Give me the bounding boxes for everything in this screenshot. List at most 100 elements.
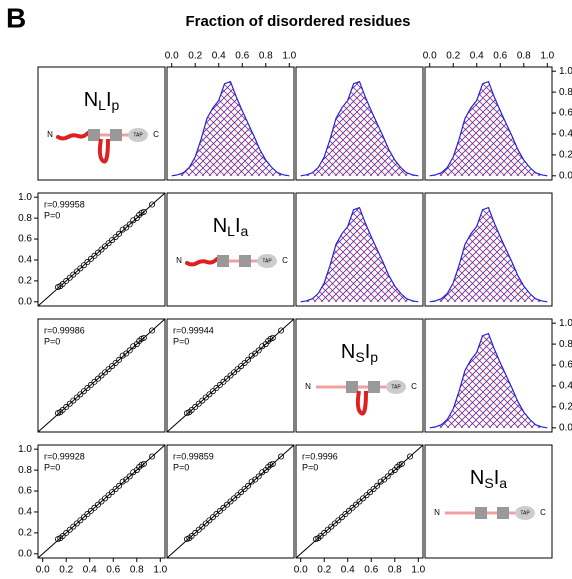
scatter-point [384, 473, 391, 480]
panel-frame [295, 444, 424, 559]
x-tick-label: 0.6 [364, 565, 378, 574]
y-tick-label: 0.2 [559, 402, 572, 413]
y-tick-label: 0.0 [559, 422, 572, 433]
scatter-point [278, 453, 285, 460]
y-tick-label: 1.0 [18, 444, 32, 455]
panel-frame [37, 444, 166, 559]
schematic-tag [128, 128, 148, 142]
scatter-point [231, 495, 238, 502]
scatter-point [77, 391, 84, 398]
label-subscript: L [98, 97, 106, 113]
scatter-point [245, 482, 252, 489]
schematic-tag-label: TAP [262, 258, 272, 264]
scatter-point [269, 334, 276, 341]
scatter-point [87, 507, 94, 514]
correlation-r: r=0.99944 [173, 325, 214, 335]
density-area [300, 81, 419, 176]
scatter-point [188, 407, 195, 414]
y-tick-label: 0.2 [18, 528, 32, 539]
scatter-point [241, 359, 248, 366]
scatter-point [80, 388, 87, 395]
schematic-domain [217, 255, 229, 267]
correlation-p: P=0 [44, 462, 60, 472]
scatter-point [105, 366, 112, 373]
scatter-point [227, 372, 234, 379]
y-tick-label: 0.0 [559, 170, 572, 181]
correlation-p: P=0 [44, 336, 60, 346]
scatter-point [374, 482, 381, 489]
scatter-point [360, 495, 367, 502]
density-line [429, 332, 548, 429]
scatter-point [80, 514, 87, 521]
x-tick-label: 0.4 [212, 51, 226, 62]
scatter-point [140, 460, 147, 467]
scatter-point [63, 529, 70, 536]
correlation-r: r=0.9996 [302, 451, 338, 461]
scatter-point [216, 381, 223, 388]
scatter-point [80, 262, 87, 269]
schematic-loop [355, 390, 368, 416]
figure-title: Fraction of disordered residues [185, 13, 410, 30]
variable-label: NLIa [213, 215, 249, 238]
x-tick-label: 0.4 [470, 51, 484, 62]
panel-frame [295, 318, 424, 433]
scatter-point [342, 511, 349, 518]
panel-frame [166, 192, 295, 307]
schematic-n: N [305, 382, 311, 391]
y-tick-label: 0.8 [18, 465, 32, 476]
scatter-point [112, 233, 119, 240]
schematic-tag-label: TAP [133, 132, 143, 138]
density-line [300, 80, 419, 177]
scatter-point [209, 388, 216, 395]
scatter-point [94, 249, 101, 256]
y-tick-label: 1.0 [18, 192, 32, 203]
scatter-point [116, 230, 123, 237]
density-line [300, 206, 419, 303]
x-tick-label: 0.8 [259, 51, 273, 62]
density-line [429, 80, 548, 177]
schematic-c: C [153, 130, 159, 139]
scatter-point [123, 476, 130, 483]
scatter-point [91, 378, 98, 385]
scatter-point [123, 350, 130, 357]
scatter-point [317, 533, 324, 540]
scatter-point [238, 363, 245, 370]
panel-frame [424, 318, 553, 433]
schematic-domain [346, 381, 358, 393]
correlation-r: r=0.99928 [44, 451, 85, 461]
scatter-point [349, 504, 356, 511]
scatter-point [66, 400, 73, 407]
schematic-domain [497, 507, 509, 519]
scatter-point [188, 533, 195, 540]
x-tick-label: 0.6 [493, 51, 507, 62]
x-tick-label: 0.6 [106, 565, 120, 574]
scatter-point [209, 514, 216, 521]
scatter-point [213, 385, 220, 392]
correlation-p: P=0 [173, 462, 189, 472]
label-main: N [341, 341, 355, 363]
x-tick-label: 0.8 [130, 565, 144, 574]
scatter-point [149, 327, 156, 334]
schematic-c: C [282, 256, 288, 265]
variable-label: NLIp [84, 89, 120, 112]
scatter-point [245, 356, 252, 363]
scatter-point [227, 498, 234, 505]
scatter-point [192, 529, 199, 536]
scatter-point [98, 246, 105, 253]
scatter-point [126, 473, 133, 480]
panel-frame [424, 66, 553, 181]
scatter-point [87, 381, 94, 388]
schematic-n: N [47, 130, 53, 139]
x-tick-label: 0.6 [235, 51, 249, 62]
scatter-point [278, 327, 285, 334]
y-tick-label: 0.4 [559, 129, 572, 140]
scatter-point [87, 255, 94, 262]
schematic-linker [185, 257, 219, 267]
correlation-r: r=0.99859 [173, 451, 214, 461]
y-tick-label: 0.0 [18, 296, 32, 307]
label-main: N [470, 467, 484, 489]
scatter-point [223, 375, 230, 382]
schematic-domain [368, 381, 380, 393]
schematic-tag [386, 380, 406, 394]
scatter-point [149, 201, 156, 208]
